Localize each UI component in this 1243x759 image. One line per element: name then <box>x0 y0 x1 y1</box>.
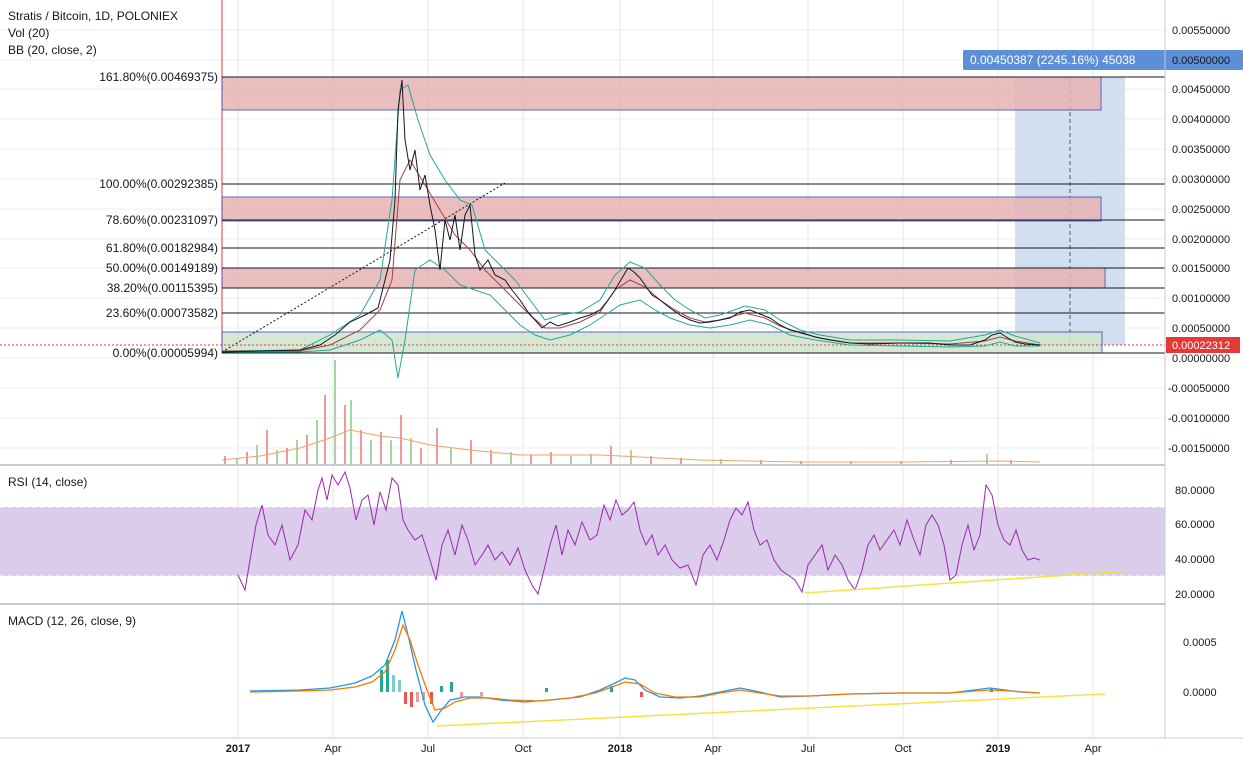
price-tick: 0.00250000 <box>1172 204 1230 216</box>
price-tick: 0.00550000 <box>1172 25 1230 37</box>
rsi-legend[interactable]: RSI (14, close) <box>8 475 87 489</box>
price-tick: -0.00100000 <box>1168 413 1230 425</box>
price-tick: 0.00350000 <box>1172 144 1230 156</box>
time-tick: 2019 <box>986 743 1010 755</box>
volume-ma <box>221 429 1041 463</box>
fib-label: 161.80%(0.00469375) <box>99 70 218 84</box>
rsi-tick: 60.0000 <box>1175 519 1215 531</box>
fib-label: 23.60%(0.00073582) <box>106 306 218 320</box>
price-tick: 0.00000000 <box>1172 353 1230 365</box>
time-axis[interactable]: 2017 Apr Jul Oct 2018 Apr Jul Oct 2019 A… <box>226 743 1102 755</box>
rsi-tick: 40.0000 <box>1175 554 1215 566</box>
price-tick: 0.00450000 <box>1172 84 1230 96</box>
price-tick: 0.00300000 <box>1172 174 1230 186</box>
fib-label: 61.80%(0.00182984) <box>106 241 218 255</box>
time-tick: Apr <box>1084 743 1101 755</box>
time-tick: Oct <box>894 743 911 755</box>
macd-axis[interactable]: 0.0005 0.0000 <box>1183 637 1217 699</box>
price-tick: -0.00150000 <box>1168 443 1230 455</box>
fib-label: 50.00%(0.00149189) <box>106 261 218 275</box>
time-tick: 2018 <box>608 743 632 755</box>
vertical-grid <box>237 0 1094 738</box>
rsi-tick: 20.0000 <box>1175 589 1215 601</box>
fib-label: 78.60%(0.00231097) <box>106 213 218 227</box>
bb-upper <box>221 84 1041 352</box>
time-tick: Apr <box>324 743 341 755</box>
macd-trendline[interactable] <box>436 693 1106 727</box>
price-tick: 0.00200000 <box>1172 234 1230 246</box>
time-tick: Jul <box>801 743 815 755</box>
bb-legend: BB (20, close, 2) <box>8 43 97 57</box>
price-series <box>221 79 1041 353</box>
macd-histogram <box>380 660 993 707</box>
measure-badge: 0.00450387 (2245.16%) 45038 <box>963 50 1243 70</box>
rsi-trendline[interactable] <box>804 570 1129 594</box>
fib-label: 0.00%(0.00005994) <box>113 346 218 360</box>
time-tick: Oct <box>514 743 531 755</box>
price-tick: 0.00400000 <box>1172 114 1230 126</box>
macd-tick: 0.0005 <box>1183 637 1217 649</box>
fib-label: 100.00%(0.00292385) <box>99 177 218 191</box>
vol-legend: Vol (20) <box>8 26 49 40</box>
fib-lines <box>222 76 1165 354</box>
bb-lower <box>222 259 1040 379</box>
macd-legend[interactable]: MACD (12, 26, close, 9) <box>8 614 136 628</box>
fib-label: 38.20%(0.00115395) <box>107 281 218 295</box>
bb-basis <box>222 158 1041 352</box>
fib-zones[interactable] <box>221 76 1106 354</box>
price-axis[interactable]: 0.00550000 0.00500000 0.00450000 0.00400… <box>1168 25 1230 455</box>
price-tick: 0.00050000 <box>1172 323 1230 335</box>
price-tick: 0.00500000 <box>1172 55 1230 67</box>
price-tick: 0.00150000 <box>1172 263 1230 275</box>
price-tick: -0.00050000 <box>1168 383 1230 395</box>
main-legend[interactable]: Stratis / Bitcoin, 1D, POLONIEX Vol (20)… <box>8 9 178 57</box>
dotted-trendline[interactable] <box>221 182 506 353</box>
time-tick: 2017 <box>226 743 250 755</box>
signal-line <box>249 623 1041 711</box>
time-tick: Jul <box>421 743 435 755</box>
rsi-tick: 80.0000 <box>1175 485 1215 497</box>
current-price-label: 0.00022312 <box>1172 340 1230 352</box>
current-price-badge: 0.00022312 <box>1166 337 1240 353</box>
fib-labels: 161.80%(0.00469375) 100.00%(0.00292385) … <box>99 70 218 360</box>
rsi-axis[interactable]: 80.0000 60.0000 40.0000 20.0000 <box>1175 485 1215 601</box>
measure-label: 0.00450387 (2245.16%) 45038 <box>970 53 1136 67</box>
macd-line <box>249 610 1041 724</box>
time-tick: Apr <box>704 743 721 755</box>
symbol-title: Stratis / Bitcoin, 1D, POLONIEX <box>8 9 178 23</box>
rsi-band <box>0 507 1165 576</box>
price-tick: 0.00100000 <box>1172 293 1230 305</box>
macd-tick: 0.0000 <box>1183 687 1217 699</box>
rsi-line <box>237 470 1041 596</box>
